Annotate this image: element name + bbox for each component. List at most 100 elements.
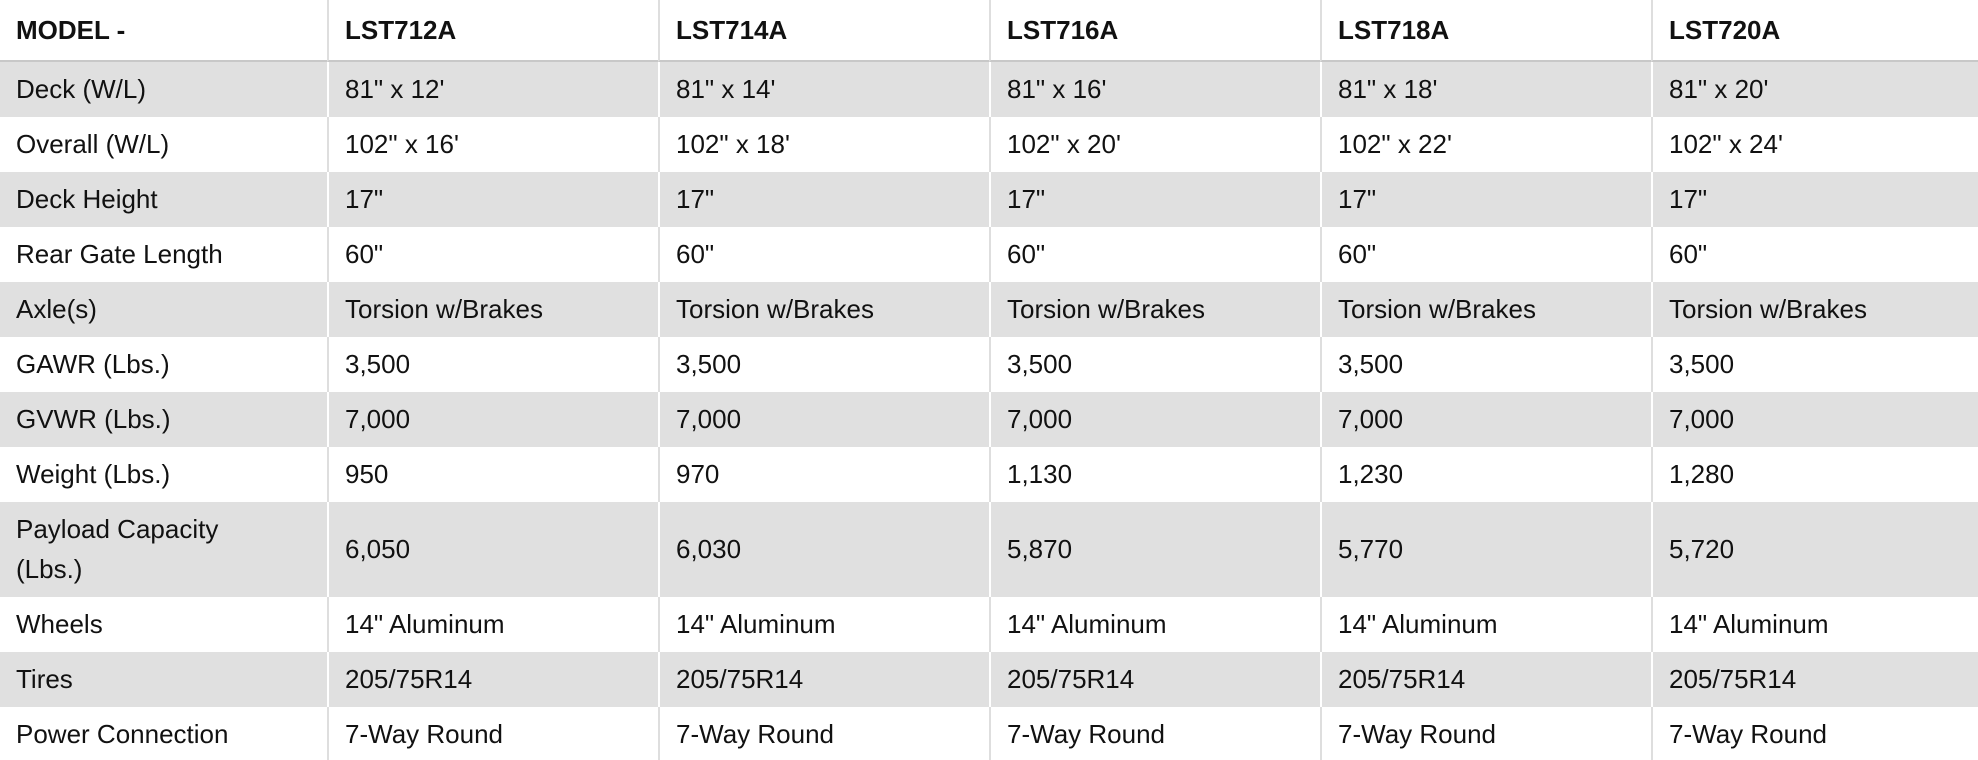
spec-row-label-text: Weight (Lbs.) xyxy=(16,459,171,489)
spec-row-label-text: Deck Height xyxy=(16,184,158,214)
spec-value-cell: 17" xyxy=(327,172,658,227)
spec-value-cell: 7,000 xyxy=(327,392,658,447)
spec-value-cell: 7-Way Round xyxy=(1651,707,1978,760)
spec-row-label-text: Wheels xyxy=(16,609,103,639)
spec-value-cell: 205/75R14 xyxy=(658,652,989,707)
spec-value-cell: 3,500 xyxy=(327,337,658,392)
spec-value-cell: 1,280 xyxy=(1651,447,1978,502)
spec-value-cell: 60" xyxy=(1320,227,1651,282)
spec-row-label-text: GAWR (Lbs.) xyxy=(16,349,170,379)
spec-row-gawr: GAWR (Lbs.) 3,500 3,500 3,500 3,500 3,50… xyxy=(0,337,1978,392)
spec-value-cell: 102" x 24' xyxy=(1651,117,1978,172)
spec-value-cell: 17" xyxy=(989,172,1320,227)
spec-row-label: Deck Height xyxy=(0,172,327,227)
spec-value-cell: 17" xyxy=(1651,172,1978,227)
spec-row-label-text: Axle(s) xyxy=(16,294,97,324)
spec-value-cell: 3,500 xyxy=(658,337,989,392)
spec-value-cell: 102" x 20' xyxy=(989,117,1320,172)
spec-value-cell: Torsion w/Brakes xyxy=(1651,282,1978,337)
spec-value-cell: 970 xyxy=(658,447,989,502)
spec-value-cell: 81" x 14' xyxy=(658,62,989,117)
spec-value-cell: 60" xyxy=(989,227,1320,282)
spec-row-label-text: Tires xyxy=(16,664,73,694)
spec-row-rear-gate-length: Rear Gate Length 60" 60" 60" 60" 60" xyxy=(0,227,1978,282)
spec-value-cell: 14" Aluminum xyxy=(989,597,1320,652)
spec-value-cell: 3,500 xyxy=(989,337,1320,392)
spec-value-cell: 60" xyxy=(327,227,658,282)
spec-value-cell: 102" x 18' xyxy=(658,117,989,172)
spec-value-cell: 7-Way Round xyxy=(1320,707,1651,760)
spec-row-payload-capacity: Payload Capacity (Lbs.) 6,050 6,030 5,87… xyxy=(0,502,1978,597)
model-column-header: LST718A xyxy=(1320,0,1651,62)
spec-row-label: Payload Capacity (Lbs.) xyxy=(0,502,327,597)
spec-value-cell: 7-Way Round xyxy=(327,707,658,760)
spec-row-label: Axle(s) xyxy=(0,282,327,337)
spec-row-label: Rear Gate Length xyxy=(0,227,327,282)
spec-value-cell: 6,050 xyxy=(327,502,658,597)
spec-value-cell: 17" xyxy=(658,172,989,227)
spec-row-label: Power Connection xyxy=(0,707,327,760)
spec-value-cell: Torsion w/Brakes xyxy=(1320,282,1651,337)
spec-value-cell: 5,720 xyxy=(1651,502,1978,597)
spec-row-label-text: Overall (W/L) xyxy=(16,129,170,159)
spec-value-cell: 7-Way Round xyxy=(658,707,989,760)
spec-value-cell: 81" x 18' xyxy=(1320,62,1651,117)
spec-value-cell: 102" x 22' xyxy=(1320,117,1651,172)
spec-row-label: Overall (W/L) xyxy=(0,117,327,172)
spec-value-cell: 7,000 xyxy=(989,392,1320,447)
spec-value-cell: Torsion w/Brakes xyxy=(327,282,658,337)
spec-row-gvwr: GVWR (Lbs.) 7,000 7,000 7,000 7,000 7,00… xyxy=(0,392,1978,447)
spec-row-label: Tires xyxy=(0,652,327,707)
spec-row-label-text: Power Connection xyxy=(16,719,229,749)
spec-value-cell: 7,000 xyxy=(1320,392,1651,447)
spec-row-label: GAWR (Lbs.) xyxy=(0,337,327,392)
spec-row-deck: Deck (W/L) 81" x 12' 81" x 14' 81" x 16'… xyxy=(0,62,1978,117)
spec-row-deck-height: Deck Height 17" 17" 17" 17" 17" xyxy=(0,172,1978,227)
spec-value-cell: 205/75R14 xyxy=(989,652,1320,707)
model-corner-header: MODEL - xyxy=(0,0,327,62)
spec-value-cell: 7,000 xyxy=(658,392,989,447)
spec-value-cell: 102" x 16' xyxy=(327,117,658,172)
spec-value-cell: 17" xyxy=(1320,172,1651,227)
spec-row-wheels: Wheels 14" Aluminum 14" Aluminum 14" Alu… xyxy=(0,597,1978,652)
spec-value-cell: 1,230 xyxy=(1320,447,1651,502)
spec-value-cell: 1,130 xyxy=(989,447,1320,502)
spec-value-cell: Torsion w/Brakes xyxy=(658,282,989,337)
spec-value-cell: 205/75R14 xyxy=(1320,652,1651,707)
model-column-header: LST712A xyxy=(327,0,658,62)
spec-value-cell: 950 xyxy=(327,447,658,502)
spec-value-cell: 205/75R14 xyxy=(1651,652,1978,707)
spec-row-label-text: Deck (W/L) xyxy=(16,74,146,104)
spec-row-label-text: Payload Capacity (Lbs.) xyxy=(16,514,219,584)
model-column-header: LST716A xyxy=(989,0,1320,62)
spec-value-cell: 205/75R14 xyxy=(327,652,658,707)
header-row: MODEL - LST712A LST714A LST716A LST718A … xyxy=(0,0,1978,62)
spec-row-overall: Overall (W/L) 102" x 16' 102" x 18' 102"… xyxy=(0,117,1978,172)
spec-value-cell: 7,000 xyxy=(1651,392,1978,447)
spec-value-cell: 14" Aluminum xyxy=(327,597,658,652)
spec-value-cell: 81" x 16' xyxy=(989,62,1320,117)
model-column-header: LST720A xyxy=(1651,0,1978,62)
spec-value-cell: 81" x 12' xyxy=(327,62,658,117)
spec-value-cell: 60" xyxy=(658,227,989,282)
spec-value-cell: 5,770 xyxy=(1320,502,1651,597)
spec-row-label: GVWR (Lbs.) xyxy=(0,392,327,447)
spec-value-cell: 81" x 20' xyxy=(1651,62,1978,117)
spec-row-label: Weight (Lbs.) xyxy=(0,447,327,502)
spec-value-cell: 14" Aluminum xyxy=(1320,597,1651,652)
spec-row-weight: Weight (Lbs.) 950 970 1,130 1,230 1,280 xyxy=(0,447,1978,502)
spec-value-cell: 3,500 xyxy=(1651,337,1978,392)
model-column-header: LST714A xyxy=(658,0,989,62)
spec-row-axles: Axle(s) Torsion w/Brakes Torsion w/Brake… xyxy=(0,282,1978,337)
spec-row-label-text: GVWR (Lbs.) xyxy=(16,404,171,434)
spec-row-tires: Tires 205/75R14 205/75R14 205/75R14 205/… xyxy=(0,652,1978,707)
spec-value-cell: 6,030 xyxy=(658,502,989,597)
spec-value-cell: 7-Way Round xyxy=(989,707,1320,760)
spec-value-cell: 5,870 xyxy=(989,502,1320,597)
spec-row-label-text: Rear Gate Length xyxy=(16,239,223,269)
spec-row-label: Deck (W/L) xyxy=(0,62,327,117)
spec-value-cell: 14" Aluminum xyxy=(1651,597,1978,652)
spec-value-cell: 14" Aluminum xyxy=(658,597,989,652)
spec-value-cell: 60" xyxy=(1651,227,1978,282)
